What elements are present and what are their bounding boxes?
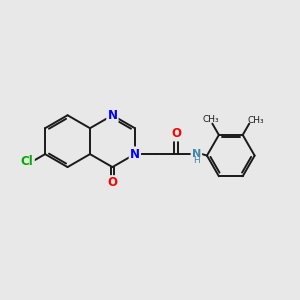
Text: N: N: [130, 148, 140, 160]
Text: Cl: Cl: [21, 155, 34, 168]
Text: N: N: [192, 149, 201, 159]
Text: H: H: [193, 156, 200, 165]
Text: CH₃: CH₃: [202, 115, 219, 124]
Text: O: O: [171, 127, 181, 140]
Text: CH₃: CH₃: [248, 116, 264, 124]
Text: O: O: [107, 176, 117, 189]
Text: N: N: [107, 109, 117, 122]
